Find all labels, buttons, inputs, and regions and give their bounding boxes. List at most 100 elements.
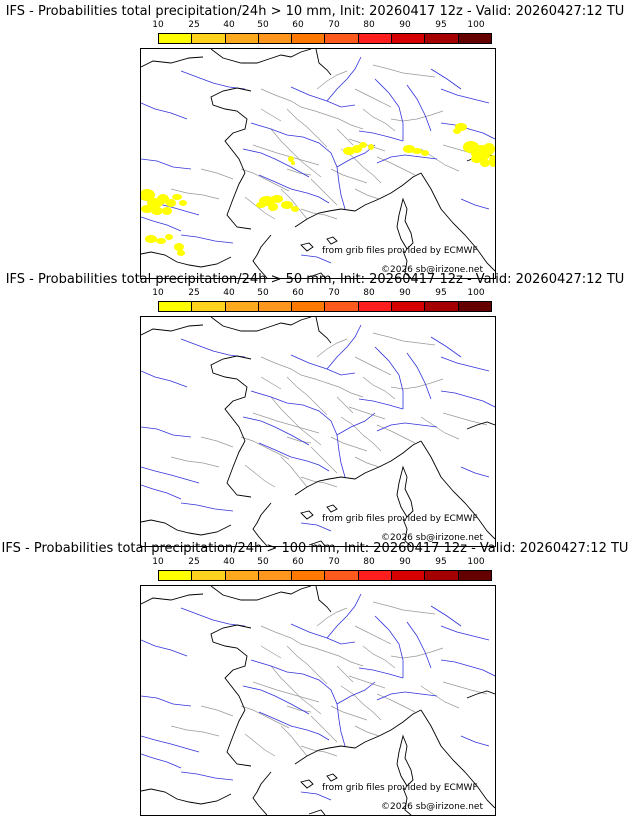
colorbar-label: 80 xyxy=(363,20,375,30)
river xyxy=(460,198,490,210)
admin-border xyxy=(420,685,460,709)
admin-border xyxy=(330,436,368,452)
admin-border xyxy=(442,681,488,695)
copyright-credit: ©2026 sb@irizone.net xyxy=(381,265,483,275)
admin-border xyxy=(390,647,444,659)
coastline xyxy=(294,172,422,228)
colorbar-segment xyxy=(225,571,259,580)
precip-area xyxy=(256,202,266,208)
precip-area xyxy=(162,207,172,215)
panel-title: IFS - Probabilities total precipitation/… xyxy=(1,541,629,556)
coastline xyxy=(300,510,314,520)
colorbar-label: 95 xyxy=(435,288,447,298)
river xyxy=(141,426,192,438)
colorbar-label: 60 xyxy=(292,557,304,567)
precip-area xyxy=(291,206,299,212)
admin-border xyxy=(376,693,416,713)
colorbar-label: 100 xyxy=(467,557,485,567)
coastline xyxy=(326,236,338,245)
river xyxy=(374,346,404,409)
river xyxy=(300,791,332,801)
coastline xyxy=(252,502,272,546)
colorbar-segment xyxy=(159,34,193,43)
river xyxy=(180,338,246,358)
admin-border xyxy=(336,665,354,683)
coastline xyxy=(252,771,272,815)
coastline xyxy=(141,593,204,605)
river xyxy=(250,122,346,210)
admin-border xyxy=(286,645,328,685)
colorbar-label: 95 xyxy=(435,557,447,567)
coastline xyxy=(308,809,326,815)
coastline xyxy=(315,317,332,344)
precip-area xyxy=(412,148,422,154)
colorbar-label: 40 xyxy=(223,288,235,298)
river xyxy=(300,254,332,264)
river xyxy=(250,659,346,747)
colorbar-label: 40 xyxy=(223,557,235,567)
admin-border xyxy=(170,188,220,200)
admin-border xyxy=(200,168,234,180)
precip-area xyxy=(368,144,374,150)
colorbar-segment xyxy=(392,34,426,43)
admin-border xyxy=(372,332,436,346)
river xyxy=(358,398,404,410)
precip-area xyxy=(145,235,157,243)
coastline xyxy=(210,355,252,442)
admin-border xyxy=(260,356,364,398)
admin-border xyxy=(260,88,364,130)
coastline xyxy=(396,734,414,787)
colorbar-segment xyxy=(258,302,293,311)
coastline xyxy=(402,250,412,278)
admin-border xyxy=(260,376,282,390)
coastline xyxy=(402,518,412,546)
river xyxy=(440,122,495,140)
river xyxy=(141,484,182,500)
precip-area xyxy=(421,150,429,156)
coastline xyxy=(402,787,412,815)
admin-border xyxy=(200,705,234,717)
colorbar-label: 70 xyxy=(328,20,340,30)
river xyxy=(141,639,188,657)
coastline xyxy=(141,56,204,68)
colorbar-label: 90 xyxy=(399,20,411,30)
colorbar-segment xyxy=(458,34,491,43)
river xyxy=(141,158,192,170)
admin-border xyxy=(260,645,282,659)
precip-area xyxy=(177,250,185,256)
admin-border xyxy=(170,456,220,468)
admin-border xyxy=(240,168,290,192)
river xyxy=(440,625,490,641)
colorbar-segment xyxy=(458,571,491,580)
admin-border xyxy=(280,456,308,488)
river xyxy=(290,623,356,645)
colorbar-segment xyxy=(358,302,393,311)
river xyxy=(242,148,310,178)
precip-area xyxy=(471,155,483,163)
river xyxy=(250,390,346,478)
coastline xyxy=(141,251,232,268)
colorbar-segment xyxy=(159,302,193,311)
colorbar-segment xyxy=(192,34,226,43)
admin-border xyxy=(390,378,444,390)
river xyxy=(326,56,362,102)
river xyxy=(180,502,234,512)
river xyxy=(460,466,490,478)
admin-border xyxy=(372,601,436,615)
admin-border xyxy=(286,705,312,713)
coastline xyxy=(210,317,312,332)
precip-area xyxy=(352,145,362,153)
admin-border xyxy=(354,725,380,737)
colorbar-label: 90 xyxy=(399,288,411,298)
coastline xyxy=(308,272,326,278)
colorbar-labels: 10 25 40 50 60 70 80 90 95 100 xyxy=(152,20,494,32)
colorbar-label: 60 xyxy=(292,288,304,298)
admin-border xyxy=(244,733,276,757)
colorbar-segment xyxy=(325,302,359,311)
colorbar-label: 25 xyxy=(188,20,200,30)
river xyxy=(141,753,182,769)
panel-50mm: IFS - Probabilities total precipitation/… xyxy=(0,268,630,547)
admin-border xyxy=(300,208,338,220)
admin-border xyxy=(376,156,416,176)
admin-border xyxy=(362,645,396,669)
